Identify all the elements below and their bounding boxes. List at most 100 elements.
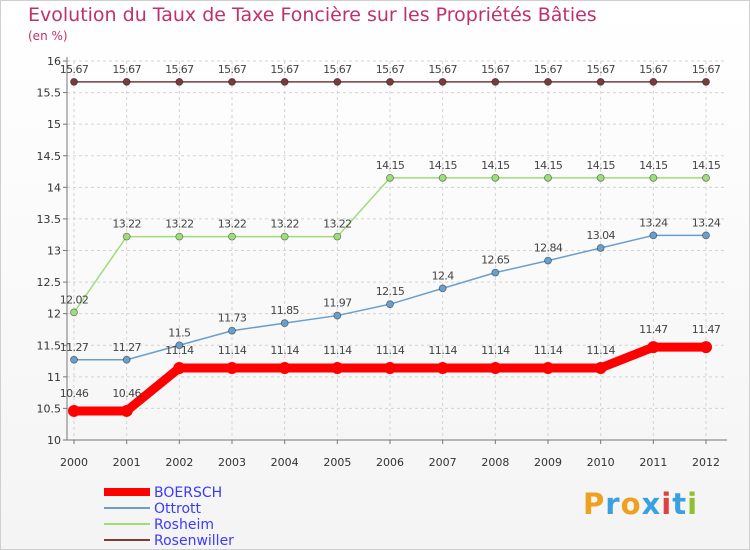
logo-letter: x (641, 487, 662, 521)
data-label-rosenwiller: 15.67 (692, 63, 721, 76)
y-tick-label: 15 (47, 118, 61, 131)
data-labels: 10.46 10.46 11.14 11.14 11.14 11.14 11.14 11.14… (60, 63, 722, 400)
data-label-rosenwiller: 15.67 (586, 63, 615, 76)
x-tick-label: 2012 (692, 456, 720, 469)
data-label-boersch: 11.14 (323, 344, 352, 357)
logo-letter: r (605, 487, 621, 521)
data-label-rosheim: 14.15 (586, 159, 615, 172)
x-tick-label: 2003 (218, 456, 246, 469)
data-label-ottrott: 11.97 (323, 297, 352, 310)
data-label-rosheim: 14.15 (692, 159, 721, 172)
series-point-boersch (436, 361, 449, 374)
data-label-rosheim: 14.15 (639, 159, 668, 172)
x-tick-label: 2008 (481, 456, 509, 469)
series-point-ottrott (386, 300, 394, 309)
series-point-rosheim (228, 232, 236, 241)
data-label-rosheim: 14.15 (534, 159, 563, 172)
data-label-boersch: 11.47 (692, 323, 721, 336)
data-label-rosheim: 13.22 (112, 218, 141, 231)
series-point-boersch (68, 404, 80, 417)
series-point-rosenwiller (491, 77, 500, 86)
series-point-ottrott (70, 355, 78, 364)
legend-label-boersch: BOERSCH (154, 485, 222, 501)
axes: 10 10.5 11 11.5 12 12.5 13 13.5 14 14.5 15 15.5 16 20… (37, 55, 727, 469)
series-point-boersch (384, 361, 396, 374)
data-label-ottrott: 11.27 (112, 341, 141, 354)
series-point-rosenwiller (702, 77, 710, 86)
data-label-ottrott: 12.84 (534, 242, 563, 255)
data-label-rosheim: 14.15 (481, 159, 510, 172)
logo-letter: o (620, 487, 642, 521)
data-label-ottrott: 12.65 (481, 254, 510, 267)
series-point-boersch (173, 361, 186, 374)
x-tick-label: 2005 (323, 456, 351, 469)
series-point-rosheim (175, 232, 184, 241)
series-point-rosenwiller (333, 77, 342, 86)
data-label-boersch: 11.47 (639, 323, 668, 336)
data-label-rosheim: 13.22 (165, 218, 194, 231)
series-point-boersch (700, 341, 712, 354)
data-label-rosenwiller: 15.67 (428, 63, 457, 76)
data-label-rosenwiller: 15.67 (60, 63, 89, 76)
y-tick-label: 13.5 (37, 213, 62, 226)
series-point-boersch (489, 361, 502, 374)
data-label-rosenwiller: 15.67 (639, 63, 668, 76)
series-point-boersch (226, 361, 238, 374)
data-label-ottrott: 13.04 (586, 229, 615, 242)
series-point-rosenwiller (122, 77, 131, 86)
logo-letter: t (672, 487, 688, 521)
series-point-boersch (542, 361, 554, 374)
series-point-ottrott (228, 326, 236, 335)
series-point-ottrott (649, 231, 658, 240)
data-label-boersch: 11.14 (270, 344, 299, 357)
data-label-boersch: 11.14 (218, 344, 247, 357)
data-label-boersch: 11.14 (481, 344, 510, 357)
data-label-rosheim: 14.15 (376, 159, 405, 172)
x-tick-label: 2001 (113, 456, 141, 469)
series-point-ottrott (122, 355, 131, 364)
data-label-ottrott: 11.27 (60, 341, 89, 354)
data-label-rosenwiller: 15.67 (376, 63, 405, 76)
y-tick-label: 10 (47, 434, 61, 447)
y-tick-label: 15.5 (37, 87, 62, 100)
x-tick-label: 2004 (271, 456, 299, 469)
series-point-rosenwiller (649, 77, 658, 86)
data-label-rosenwiller: 15.67 (323, 63, 352, 76)
chart-title: Evolution du Taux de Taxe Foncière sur l… (28, 4, 597, 26)
unit-label: (en %) (28, 29, 68, 43)
data-label-rosheim: 13.22 (270, 218, 299, 231)
series-point-rosheim (70, 308, 78, 317)
series-point-rosenwiller (438, 77, 447, 86)
series-point-rosheim (596, 173, 605, 182)
legend-label-ottrott: Ottrott (154, 501, 202, 517)
logo-letter: P (583, 487, 606, 521)
series-point-ottrott (491, 268, 500, 277)
x-tick-label: 2011 (639, 456, 667, 469)
data-label-rosenwiller: 15.67 (112, 63, 141, 76)
data-label-rosenwiller: 15.67 (270, 63, 299, 76)
series-point-rosheim (438, 173, 447, 182)
series-point-rosheim (491, 173, 500, 182)
data-label-boersch: 10.46 (112, 387, 141, 400)
x-tick-label: 2000 (60, 456, 88, 469)
series-point-rosenwiller (280, 77, 289, 86)
series-point-boersch (120, 404, 133, 417)
series-point-rosenwiller (175, 77, 184, 86)
x-tick-label: 2006 (376, 456, 404, 469)
series-point-ottrott (175, 341, 184, 350)
series-point-rosenwiller (544, 77, 552, 86)
data-label-boersch: 11.14 (428, 344, 457, 357)
series-point-ottrott (438, 284, 447, 293)
data-label-boersch: 11.14 (376, 344, 405, 357)
data-label-ottrott: 13.24 (639, 216, 668, 229)
proxiti-logo: Proxiti (583, 487, 698, 521)
y-tick-label: 14 (47, 181, 61, 194)
series-point-ottrott (333, 311, 342, 320)
x-tick-label: 2007 (429, 456, 457, 469)
logo-letter: i (661, 487, 673, 521)
data-label-rosheim: 14.15 (428, 159, 457, 172)
series-point-rosheim (333, 232, 342, 241)
data-label-rosenwiller: 15.67 (218, 63, 247, 76)
series-point-boersch (278, 361, 291, 374)
